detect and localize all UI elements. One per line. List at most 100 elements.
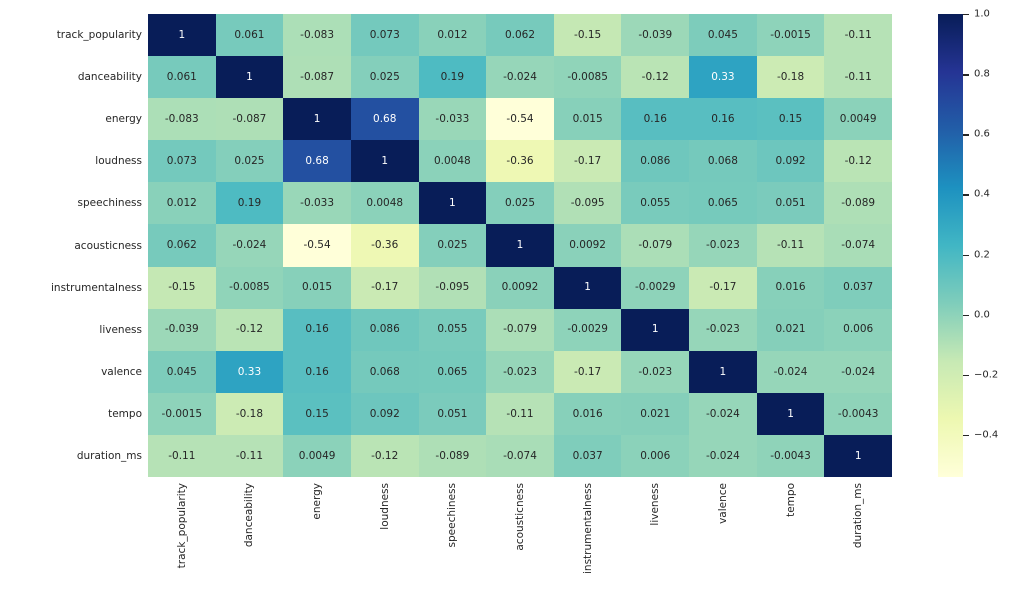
heatmap-cell-speechiness-liveness: 0.055 xyxy=(621,182,690,225)
colorbar-tick-label: −0.4 xyxy=(974,429,999,441)
heatmap-cell-speechiness-loudness: 0.0048 xyxy=(350,182,419,225)
x-tick-label-tempo: tempo xyxy=(757,483,825,595)
x-axis-labels: track_popularity danceability energy loudne… xyxy=(148,483,892,595)
y-tick-label-speechiness: speechiness xyxy=(77,197,142,210)
heatmap-cell-track_popularity-valence: 0.045 xyxy=(689,14,757,57)
heatmap-cell-speechiness-danceability: 0.19 xyxy=(215,182,284,225)
x-tick-label-energy: energy xyxy=(283,483,351,595)
heatmap-cell-duration_ms-loudness: -0.12 xyxy=(350,434,419,477)
heatmap-cell-acousticness-duration_ms: -0.074 xyxy=(824,224,892,267)
colorbar-tick xyxy=(963,14,969,16)
heatmap-cell-tempo-duration_ms: -0.0043 xyxy=(824,392,892,435)
x-tick-label-liveness: liveness xyxy=(621,483,689,595)
heatmap-cell-instrumentalness-liveness: -0.0029 xyxy=(621,266,690,309)
heatmap-cell-acousticness-acousticness: 1 xyxy=(486,224,554,267)
heatmap-cell-duration_ms-speechiness: -0.089 xyxy=(418,434,487,477)
heatmap-cell-loudness-danceability: 0.025 xyxy=(215,140,284,183)
heatmap-cell-valence-energy: 0.16 xyxy=(283,350,351,393)
x-tick-label-text: track_popularity xyxy=(175,483,188,569)
heatmap-cell-duration_ms-danceability: -0.11 xyxy=(215,434,284,477)
heatmap-cell-speechiness-tempo: 0.051 xyxy=(756,182,825,225)
heatmap-cell-instrumentalness-tempo: 0.016 xyxy=(756,266,825,309)
heatmap-cell-loudness-valence: 0.068 xyxy=(689,140,757,183)
heatmap-cell-duration_ms-instrumentalness: 0.037 xyxy=(553,434,622,477)
heatmap-cell-tempo-danceability: -0.18 xyxy=(215,392,284,435)
x-tick-label-text: duration_ms xyxy=(852,483,865,549)
heatmap-cell-track_popularity-loudness: 0.073 xyxy=(350,14,419,57)
heatmap-cell-acousticness-valence: -0.023 xyxy=(689,224,757,267)
colorbar-tick-label: 1.0 xyxy=(974,8,990,20)
x-tick-label-text: acousticness xyxy=(514,483,527,551)
heatmap-cell-liveness-danceability: -0.12 xyxy=(215,308,284,351)
heatmap-cell-loudness-track_popularity: 0.073 xyxy=(148,140,216,183)
heatmap-cell-speechiness-duration_ms: -0.089 xyxy=(824,182,892,225)
heatmap-cell-liveness-duration_ms: 0.006 xyxy=(824,308,892,351)
heatmap-cell-speechiness-acousticness: 0.025 xyxy=(486,182,554,225)
colorbar-tick xyxy=(963,74,969,76)
heatmap-cell-acousticness-loudness: -0.36 xyxy=(350,224,419,267)
heatmap-cell-instrumentalness-loudness: -0.17 xyxy=(350,266,419,309)
colorbar-tick xyxy=(963,254,969,256)
heatmap-cell-instrumentalness-duration_ms: 0.037 xyxy=(824,266,892,309)
colorbar-tick xyxy=(963,194,969,196)
heatmap-cell-liveness-tempo: 0.021 xyxy=(756,308,825,351)
heatmap-cell-duration_ms-duration_ms: 1 xyxy=(824,434,892,477)
colorbar-tick xyxy=(963,314,969,317)
y-tick-label-instrumentalness: instrumentalness xyxy=(51,281,142,294)
heatmap-cell-track_popularity-danceability: 0.061 xyxy=(215,14,284,57)
heatmap-cell-liveness-track_popularity: -0.039 xyxy=(148,308,216,351)
y-tick-label-loudness: loudness xyxy=(95,155,142,168)
heatmap-cell-acousticness-tempo: -0.11 xyxy=(756,224,825,267)
y-tick-label-danceability: danceability xyxy=(77,71,142,84)
heatmap-cell-tempo-speechiness: 0.051 xyxy=(418,392,487,435)
heatmap-cell-danceability-loudness: 0.025 xyxy=(350,56,419,99)
heatmap-cell-liveness-speechiness: 0.055 xyxy=(418,308,487,351)
y-tick-label-valence: valence xyxy=(101,365,142,378)
x-tick-label-text: danceability xyxy=(243,483,256,548)
heatmap-cell-valence-acousticness: -0.023 xyxy=(486,350,554,393)
heatmap-cell-energy-speechiness: -0.033 xyxy=(418,98,487,141)
heatmap-cell-liveness-loudness: 0.086 xyxy=(350,308,419,351)
x-tick-label-text: speechiness xyxy=(446,483,459,548)
colorbar-tick-label: 0.8 xyxy=(974,68,990,80)
heatmap-cell-tempo-tempo: 1 xyxy=(756,392,825,435)
heatmap-cell-track_popularity-liveness: -0.039 xyxy=(621,14,690,57)
colorbar-tick xyxy=(963,134,969,136)
heatmap-cell-liveness-liveness: 1 xyxy=(621,308,690,351)
heatmap-cell-tempo-liveness: 0.021 xyxy=(621,392,690,435)
heatmap-cell-speechiness-instrumentalness: -0.095 xyxy=(553,182,622,225)
heatmap-cell-instrumentalness-speechiness: -0.095 xyxy=(418,266,487,309)
heatmap-cell-tempo-valence: -0.024 xyxy=(689,392,757,435)
heatmap-cell-track_popularity-instrumentalness: -0.15 xyxy=(553,14,622,57)
x-tick-label-text: energy xyxy=(311,483,324,520)
y-tick-label-tempo: tempo xyxy=(108,407,142,420)
heatmap-cell-track_popularity-speechiness: 0.012 xyxy=(418,14,487,57)
colorbar-tick-label: 0.0 xyxy=(974,309,990,321)
heatmap-cell-speechiness-energy: -0.033 xyxy=(283,182,351,225)
colorbar-tick-label: 0.2 xyxy=(974,249,990,261)
heatmap-cell-danceability-speechiness: 0.19 xyxy=(418,56,487,99)
heatmap-cell-duration_ms-track_popularity: -0.11 xyxy=(148,434,216,477)
heatmap-cell-danceability-acousticness: -0.024 xyxy=(486,56,554,99)
x-tick-label-track_popularity: track_popularity xyxy=(148,483,216,595)
heatmap-cell-track_popularity-tempo: -0.0015 xyxy=(756,14,825,57)
heatmap-cell-tempo-track_popularity: -0.0015 xyxy=(148,392,216,435)
x-tick-label-speechiness: speechiness xyxy=(419,483,487,595)
heatmap-cell-tempo-acousticness: -0.11 xyxy=(486,392,554,435)
y-tick-label-duration_ms: duration_ms xyxy=(76,449,142,462)
heatmap-cell-track_popularity-duration_ms: -0.11 xyxy=(824,14,892,57)
heatmap-cell-danceability-duration_ms: -0.11 xyxy=(824,56,892,99)
heatmap-cell-energy-danceability: -0.087 xyxy=(215,98,284,141)
colorbar xyxy=(938,14,963,477)
colorbar-tick-label: 0.4 xyxy=(974,188,990,200)
x-tick-label-text: liveness xyxy=(649,483,662,526)
x-tick-label-duration_ms: duration_ms xyxy=(824,483,892,595)
heatmap-cell-track_popularity-acousticness: 0.062 xyxy=(486,14,554,57)
heatmap-cell-valence-valence: 1 xyxy=(689,350,757,393)
heatmap-cell-track_popularity-energy: -0.083 xyxy=(283,14,351,57)
x-tick-label-instrumentalness: instrumentalness xyxy=(554,483,622,595)
heatmap-cell-duration_ms-acousticness: -0.074 xyxy=(486,434,554,477)
x-tick-label-text: valence xyxy=(716,483,729,524)
heatmap-cell-loudness-energy: 0.68 xyxy=(283,140,351,183)
heatmap-cell-duration_ms-energy: 0.0049 xyxy=(283,434,351,477)
